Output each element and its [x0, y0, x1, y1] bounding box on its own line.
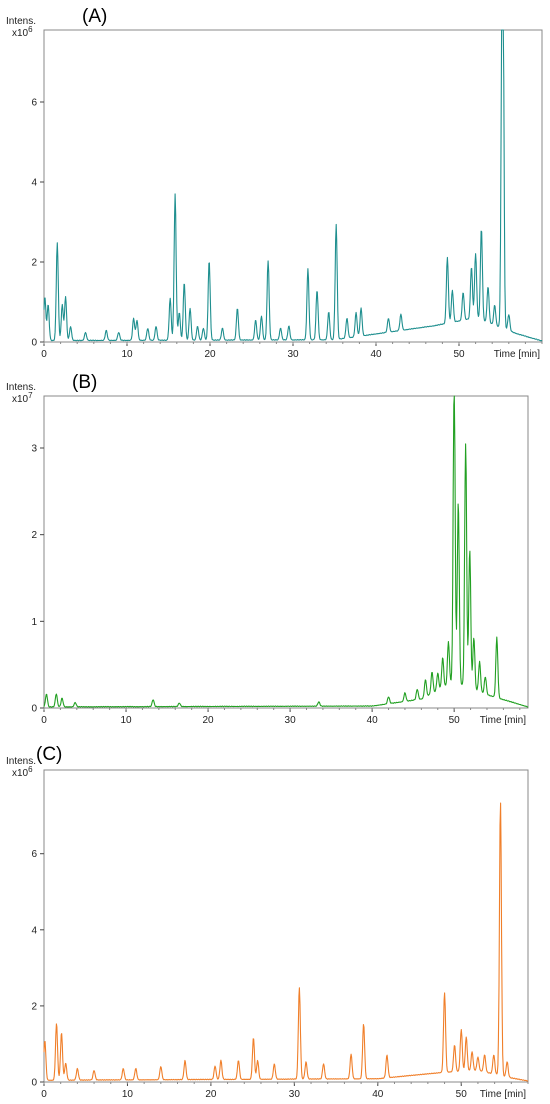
chromatogram-trace — [43, 29, 543, 342]
y-tick-label: 0 — [31, 338, 37, 349]
x-tick-label: 30 — [287, 349, 299, 360]
y-axis-exponent: x106 — [12, 25, 33, 39]
chromatogram-trace — [43, 802, 529, 1082]
y-tick-label: 0 — [31, 704, 37, 715]
x-tick-label: 40 — [370, 349, 382, 360]
y-tick-label: 2 — [31, 1001, 37, 1012]
x-tick-label: 50 — [456, 1089, 468, 1100]
x-tick-label: 50 — [449, 715, 461, 726]
y-tick-label: 6 — [31, 98, 37, 109]
y-tick-label: 3 — [31, 444, 37, 455]
y-axis-label: Intens. — [6, 16, 36, 27]
chromatogram-panel-c: (C) Intens. x106 0 2 4 6 0 10 20 30 40 50 Time [min] — [0, 740, 550, 1104]
x-tick-label: 30 — [289, 1089, 301, 1100]
y-tick-label: 0 — [31, 1078, 37, 1089]
chromatogram-trace — [43, 395, 529, 708]
x-tick-label: 20 — [203, 715, 215, 726]
y-axis-exponent-power: 7 — [28, 391, 33, 400]
x-axis-label: Time [min] — [480, 715, 527, 726]
chromatogram-a-plot: Intens.x106 0 2 4 6 0 10 20 30 40 50 Time [min] — [6, 16, 543, 360]
panel-label-a: (A) — [82, 6, 108, 27]
y-axis-exponent-power: 6 — [28, 765, 33, 774]
x-tick-label: 20 — [204, 349, 216, 360]
x-tick-label: 10 — [120, 715, 132, 726]
y-axis-label: Intens. — [6, 756, 36, 767]
x-tick-label: 10 — [121, 349, 133, 360]
x-tick-label: 0 — [41, 1089, 47, 1100]
x-tick-label: 50 — [453, 349, 465, 360]
y-axis-label: Intens. — [6, 382, 36, 393]
x-tick-label: 0 — [41, 349, 47, 360]
chromatogram-c-plot: Intens.x106 0 2 4 6 0 10 20 30 40 50 Time [min] — [6, 756, 529, 1100]
y-tick-label: 2 — [31, 530, 37, 541]
x-tick-label: 0 — [41, 715, 47, 726]
chromatogram-panel-b: (B) Intens. x107 0 1 2 3 0 10 20 30 40 50 Time [min] — [0, 368, 550, 732]
x-tick-label: 40 — [367, 715, 379, 726]
x-tick-label: 10 — [122, 1089, 134, 1100]
chromatogram-panel-a: (A) Intens. x106 0 2 4 6 0 10 20 30 40 50 Time [min] — [0, 0, 550, 360]
x-axis-label: Time [min] — [480, 1089, 527, 1100]
x-tick-label: 30 — [285, 715, 297, 726]
panel-label-b: (B) — [72, 372, 98, 393]
y-tick-label: 4 — [31, 925, 37, 936]
y-axis-exponent: x106 — [12, 765, 33, 779]
y-tick-label: 2 — [31, 258, 37, 269]
x-tick-label: 20 — [205, 1089, 217, 1100]
plot-frame — [43, 395, 529, 709]
plot-frame — [43, 29, 543, 343]
y-tick-label: 1 — [31, 617, 37, 628]
y-tick-label: 6 — [31, 849, 37, 860]
y-tick-label: 4 — [31, 178, 37, 189]
panel-label-c: (C) — [36, 744, 63, 765]
x-tick-label: 40 — [372, 1089, 384, 1100]
x-axis-label: Time [min] — [494, 349, 541, 360]
y-axis-exponent: x107 — [12, 391, 33, 405]
y-axis-exponent-power: 6 — [28, 25, 33, 34]
plot-frame — [43, 769, 529, 1083]
